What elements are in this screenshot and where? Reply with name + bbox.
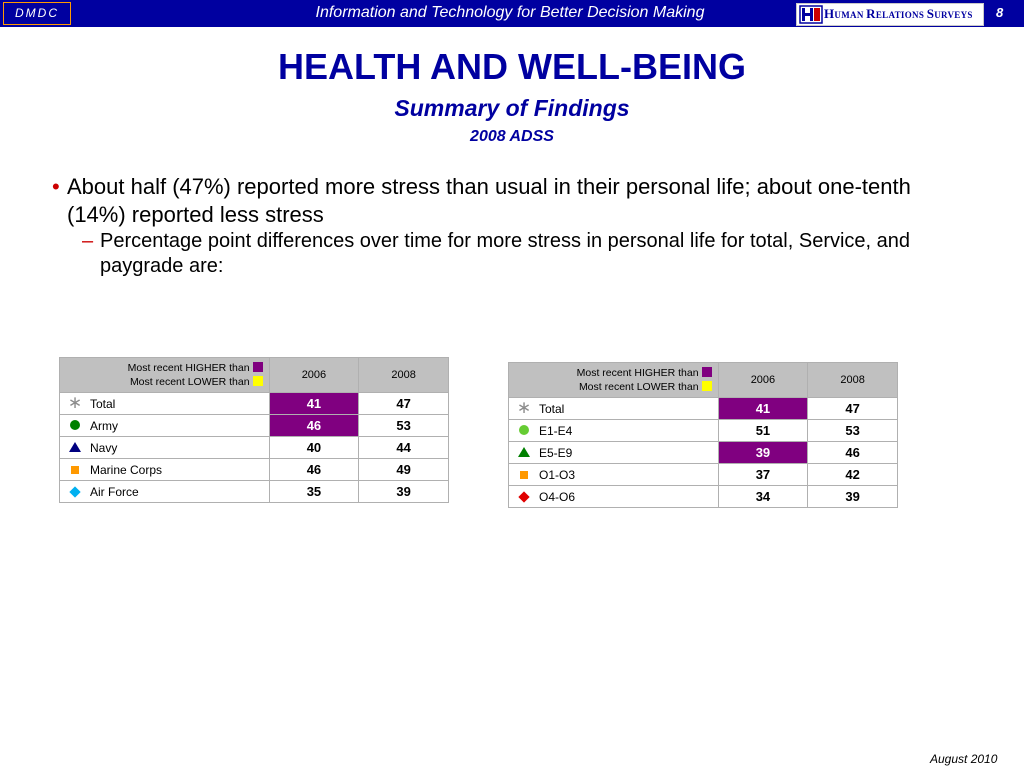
row-label: Navy (90, 440, 118, 455)
orange-square-icon (520, 470, 528, 479)
green-triangle-icon (518, 446, 530, 457)
row-label-cell: Marine Corps (59, 458, 270, 481)
row-label-cell: Navy (59, 436, 270, 459)
page-subtitle: Summary of Findings (394, 95, 630, 121)
asterisk-icon: ∗ (516, 397, 532, 417)
row-label: Total (539, 401, 565, 416)
table-row: E1-E4 51 53 (508, 419, 898, 442)
dmdc-logo: DMDC (3, 2, 71, 25)
legend-higher-swatch (252, 362, 263, 372)
footer-date: August 2010 (930, 752, 998, 766)
table-row: O1-O3 37 42 (508, 463, 898, 486)
row-label: Air Force (90, 484, 139, 499)
table-row: ∗ Total 41 47 (508, 397, 898, 420)
value-2008: 53 (807, 419, 898, 442)
year-header-2006: 2006 (268, 357, 360, 393)
value-2008: 44 (358, 436, 449, 459)
legend-cell: Most recent HIGHER than Most recent LOWE… (508, 362, 719, 398)
row-label: O4-O6 (539, 489, 576, 504)
value-2006: 37 (717, 463, 809, 486)
table-header-row: Most recent HIGHER than Most recent LOWE… (508, 362, 898, 398)
value-2008: 49 (358, 458, 449, 481)
row-label: E1-E4 (539, 423, 573, 438)
row-label: Army (90, 418, 118, 433)
header-bar: DMDC Information and Technology for Bett… (0, 0, 1024, 27)
row-label: Total (90, 396, 116, 411)
table-row: Marine Corps 46 49 (59, 458, 449, 481)
legend-lower-label: Most recent LOWER than (578, 381, 699, 393)
legend-lower-swatch (701, 381, 712, 391)
row-label-cell: Army (59, 414, 270, 437)
year-header-2006: 2006 (717, 362, 809, 398)
row-label-cell: O1-O3 (508, 463, 719, 486)
bullet-dot-icon: • (52, 174, 60, 199)
row-label-cell: O4-O6 (508, 485, 719, 508)
legend-higher-label: Most recent HIGHER than (127, 362, 250, 374)
hrs-logo-text: HUMAN RELATIONS SURVEYS (824, 6, 973, 21)
value-2006: 34 (717, 485, 809, 508)
legend-lower-label: Most recent LOWER than (129, 376, 250, 388)
year-header-2008: 2008 (358, 357, 449, 393)
cyan-diamond-icon (69, 486, 81, 498)
value-2006: 35 (268, 480, 360, 503)
table-row: Air Force 35 39 (59, 480, 449, 503)
value-2008: 39 (807, 485, 898, 508)
table-row: Army 46 53 (59, 414, 449, 437)
orange-square-icon (71, 465, 79, 474)
hrs-emblem-icon (799, 5, 823, 24)
table-row: O4-O6 34 39 (508, 485, 898, 508)
legend-lower-swatch (252, 376, 263, 386)
row-label-cell: E1-E4 (508, 419, 719, 442)
row-label-cell: Air Force (59, 480, 270, 503)
lime-circle-icon (519, 424, 529, 435)
sub-bullet: – Percentage point differences over time… (82, 229, 994, 279)
legend-higher-swatch (701, 367, 712, 377)
main-bullet: • About half (47%) reported more stress … (52, 173, 972, 229)
value-2008: 47 (807, 397, 898, 420)
table-row: Navy 40 44 (59, 436, 449, 459)
value-2006: 46 (268, 458, 360, 481)
table-header-row: Most recent HIGHER than Most recent LOWE… (59, 357, 449, 393)
value-2008: 53 (358, 414, 449, 437)
green-circle-icon (70, 419, 80, 430)
row-label-cell: ∗ Total (59, 392, 270, 415)
value-2008: 39 (358, 480, 449, 503)
legend-higher-label: Most recent HIGHER than (576, 367, 699, 379)
value-2006: 41 (268, 392, 360, 415)
value-2006: 51 (717, 419, 809, 442)
value-2006: 39 (717, 441, 809, 464)
service-table: Most recent HIGHER than Most recent LOWE… (59, 357, 449, 503)
value-2006: 41 (717, 397, 809, 420)
value-2008: 47 (358, 392, 449, 415)
hrs-logo: HUMAN RELATIONS SURVEYS (796, 3, 984, 26)
row-label: Marine Corps (90, 462, 163, 477)
red-diamond-icon (518, 491, 530, 503)
page-title: HEALTH AND WELL-BEING (278, 46, 746, 87)
year-header-2008: 2008 (807, 362, 898, 398)
main-bullet-text: About half (47%) reported more stress th… (67, 174, 911, 227)
value-2008: 42 (807, 463, 898, 486)
asterisk-icon: ∗ (67, 392, 83, 412)
table-row: ∗ Total 41 47 (59, 392, 449, 415)
sub-bullet-text: Percentage point differences over time f… (100, 230, 911, 277)
row-label: O1-O3 (539, 467, 576, 482)
survey-label: 2008 ADSS (470, 128, 554, 145)
row-label-cell: E5-E9 (508, 441, 719, 464)
table-row: E5-E9 39 46 (508, 441, 898, 464)
header-tagline: Information and Technology for Better De… (315, 4, 705, 21)
value-2006: 40 (268, 436, 360, 459)
navy-triangle-icon (69, 441, 81, 452)
legend-cell: Most recent HIGHER than Most recent LOWE… (59, 357, 270, 393)
bullet-dash-icon: – (82, 230, 94, 252)
page-number: 8 (996, 5, 1004, 20)
value-2006: 46 (268, 414, 360, 437)
value-2008: 46 (807, 441, 898, 464)
row-label-cell: ∗ Total (508, 397, 719, 420)
row-label: E5-E9 (539, 445, 573, 460)
paygrade-table: Most recent HIGHER than Most recent LOWE… (508, 362, 898, 508)
